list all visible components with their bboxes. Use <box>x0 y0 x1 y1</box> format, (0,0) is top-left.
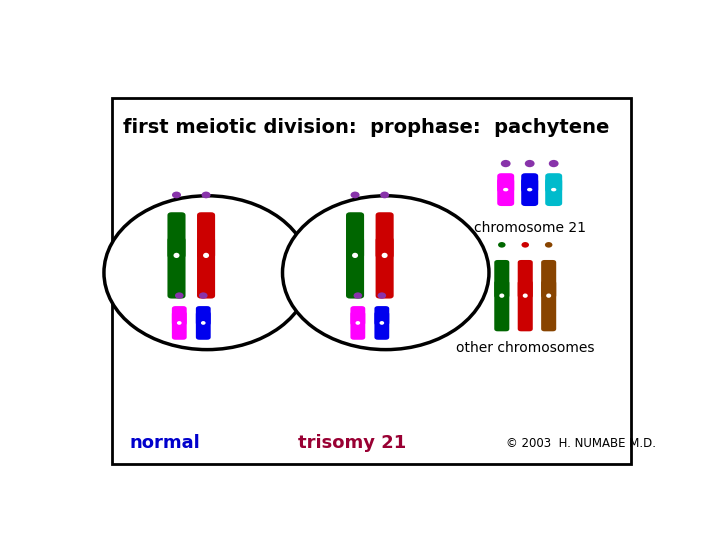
Ellipse shape <box>382 253 387 258</box>
Ellipse shape <box>527 188 532 191</box>
FancyBboxPatch shape <box>518 260 533 298</box>
FancyBboxPatch shape <box>346 212 364 259</box>
Circle shape <box>525 160 535 167</box>
FancyBboxPatch shape <box>172 312 186 340</box>
Circle shape <box>172 192 181 198</box>
FancyBboxPatch shape <box>196 306 211 326</box>
FancyBboxPatch shape <box>376 212 394 259</box>
FancyBboxPatch shape <box>168 212 186 259</box>
Circle shape <box>498 242 505 248</box>
Circle shape <box>175 292 184 299</box>
Circle shape <box>202 192 210 198</box>
FancyBboxPatch shape <box>494 260 509 298</box>
FancyBboxPatch shape <box>374 312 390 340</box>
Ellipse shape <box>203 253 209 258</box>
FancyBboxPatch shape <box>197 237 215 299</box>
Text: chromosome 21: chromosome 21 <box>474 221 585 235</box>
Circle shape <box>199 292 207 299</box>
FancyBboxPatch shape <box>541 260 557 298</box>
Ellipse shape <box>352 253 358 258</box>
FancyBboxPatch shape <box>494 280 509 332</box>
FancyBboxPatch shape <box>374 306 390 326</box>
Ellipse shape <box>503 188 508 191</box>
Ellipse shape <box>177 321 181 325</box>
Text: trisomy 21: trisomy 21 <box>298 434 406 452</box>
FancyBboxPatch shape <box>197 212 215 259</box>
FancyBboxPatch shape <box>545 178 562 206</box>
FancyBboxPatch shape <box>498 173 514 193</box>
FancyBboxPatch shape <box>498 178 514 206</box>
Circle shape <box>354 292 362 299</box>
FancyBboxPatch shape <box>351 306 365 326</box>
Ellipse shape <box>499 293 504 298</box>
Ellipse shape <box>379 321 384 325</box>
Circle shape <box>380 192 389 198</box>
FancyBboxPatch shape <box>196 312 211 340</box>
Ellipse shape <box>356 321 360 325</box>
Circle shape <box>545 242 552 248</box>
Circle shape <box>104 196 310 349</box>
Circle shape <box>351 192 359 198</box>
Ellipse shape <box>174 253 179 258</box>
FancyBboxPatch shape <box>521 178 538 206</box>
Ellipse shape <box>546 293 552 298</box>
Text: other chromosomes: other chromosomes <box>456 341 595 355</box>
FancyBboxPatch shape <box>346 237 364 299</box>
Text: normal: normal <box>129 434 200 452</box>
FancyBboxPatch shape <box>521 173 538 193</box>
FancyBboxPatch shape <box>172 306 186 326</box>
Circle shape <box>549 160 559 167</box>
FancyBboxPatch shape <box>541 280 557 332</box>
FancyBboxPatch shape <box>168 237 186 299</box>
FancyBboxPatch shape <box>376 237 394 299</box>
Circle shape <box>377 292 386 299</box>
FancyBboxPatch shape <box>545 173 562 193</box>
FancyBboxPatch shape <box>351 312 365 340</box>
Circle shape <box>501 160 510 167</box>
Ellipse shape <box>201 321 206 325</box>
Ellipse shape <box>523 293 528 298</box>
Circle shape <box>282 196 489 349</box>
Ellipse shape <box>551 188 557 191</box>
FancyBboxPatch shape <box>518 280 533 332</box>
Text: first meiotic division:  prophase:  pachytene: first meiotic division: prophase: pachyt… <box>124 118 610 137</box>
Bar <box>112 98 631 464</box>
Circle shape <box>521 242 529 248</box>
Text: © 2003  H. NUMABE M.D.: © 2003 H. NUMABE M.D. <box>506 437 656 450</box>
